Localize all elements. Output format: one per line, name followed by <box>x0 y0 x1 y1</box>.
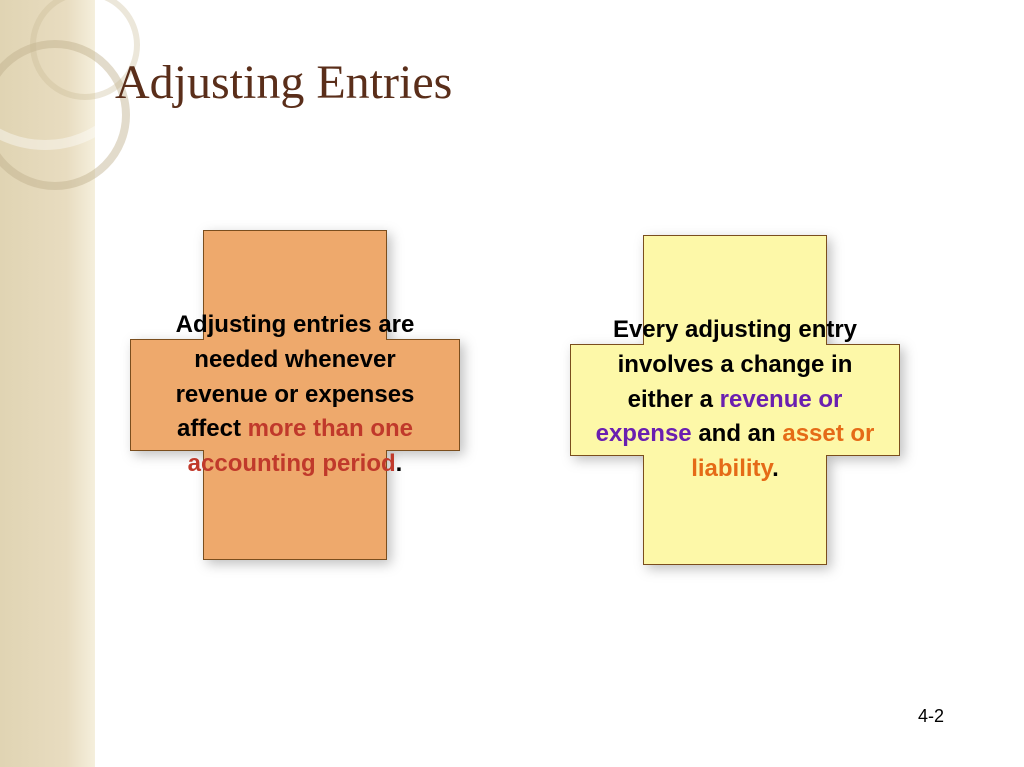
text-segment: . <box>772 455 779 482</box>
cross-text-right: Every adjusting entry involves a change … <box>570 235 900 565</box>
cross-text-left: Adjusting entries are needed whenever re… <box>130 230 460 560</box>
text-segment: and an <box>692 420 783 447</box>
decorative-left-band <box>0 0 95 767</box>
slide: Adjusting Entries Adjusting entries are … <box>0 0 1024 767</box>
page-number: 4-2 <box>918 706 944 727</box>
text-segment: . <box>396 450 403 477</box>
cross-callout-right: Every adjusting entry involves a change … <box>570 235 900 565</box>
cross-callout-left: Adjusting entries are needed whenever re… <box>130 230 460 560</box>
slide-title: Adjusting Entries <box>115 55 452 110</box>
